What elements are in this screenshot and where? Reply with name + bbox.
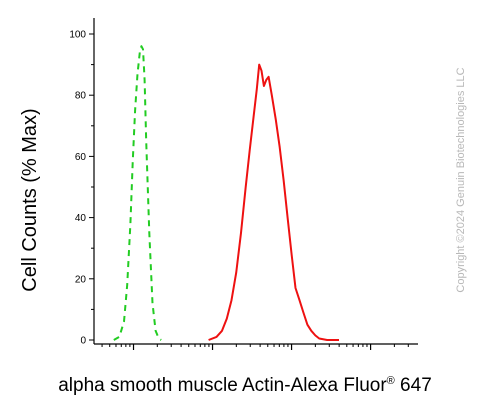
plot-frame [93,18,418,345]
x-axis-label: alpha smooth muscle Actin-Alexa Fluor® 6… [58,375,432,396]
x-axis-label-main: alpha smooth muscle Actin-Alexa Fluor [58,375,387,396]
y-tick-label: 40 [75,213,87,224]
y-tick-label: 100 [69,30,86,41]
sample-curve [208,63,339,341]
y-tick-label: 60 [75,152,87,163]
x-axis-ticks [101,344,409,350]
y-tick-label: 0 [80,336,86,347]
y-axis-label: Cell Counts (% Max) [19,108,41,291]
y-axis-ticks: 0 20 40 60 80 100 [69,30,94,347]
copyright-watermark: Copyright ©2024 Genuin Biotechnologies L… [455,67,467,292]
series-group [113,45,339,341]
y-tick-label: 20 [75,274,87,285]
x-axis-label-registered: ® [387,375,395,387]
y-tick-label: 80 [75,91,87,102]
x-axis-label-tail: 647 [395,375,432,396]
isotype-control-curve [113,45,162,341]
